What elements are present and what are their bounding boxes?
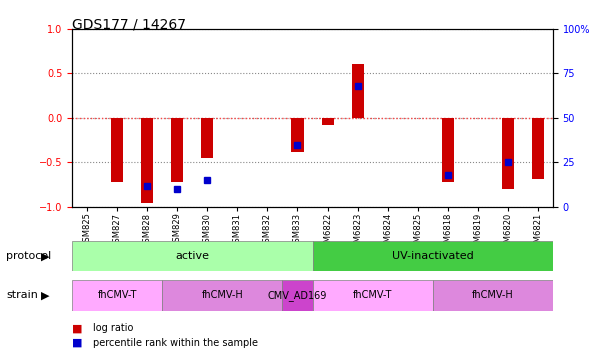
Text: percentile rank within the sample: percentile rank within the sample [93,338,258,348]
Text: active: active [175,251,209,261]
Text: protocol: protocol [6,251,51,261]
Text: ■: ■ [72,323,82,333]
FancyBboxPatch shape [313,241,553,271]
Text: GDS177 / 14267: GDS177 / 14267 [72,18,186,32]
Bar [171,118,183,182]
Text: ■: ■ [72,338,82,348]
Bar [352,64,364,118]
Bar [201,118,213,158]
Text: fhCMV-T: fhCMV-T [353,290,392,301]
FancyBboxPatch shape [282,280,313,311]
Text: log ratio: log ratio [93,323,133,333]
Text: UV-inactivated: UV-inactivated [392,251,474,261]
Bar [502,118,514,189]
Text: fhCMV-H: fhCMV-H [201,290,243,301]
Text: strain: strain [6,290,38,301]
Bar [141,118,153,203]
Bar [111,118,123,182]
FancyBboxPatch shape [162,280,282,311]
Text: ▶: ▶ [41,251,49,261]
Bar [291,118,304,152]
Text: CMV_AD169: CMV_AD169 [268,290,327,301]
Bar [322,118,334,125]
Text: fhCMV-T: fhCMV-T [97,290,137,301]
Text: fhCMV-H: fhCMV-H [472,290,514,301]
FancyBboxPatch shape [72,241,313,271]
Bar [442,118,454,182]
Bar [532,118,544,178]
Text: ▶: ▶ [41,290,49,301]
FancyBboxPatch shape [72,280,162,311]
FancyBboxPatch shape [313,280,433,311]
FancyBboxPatch shape [433,280,553,311]
